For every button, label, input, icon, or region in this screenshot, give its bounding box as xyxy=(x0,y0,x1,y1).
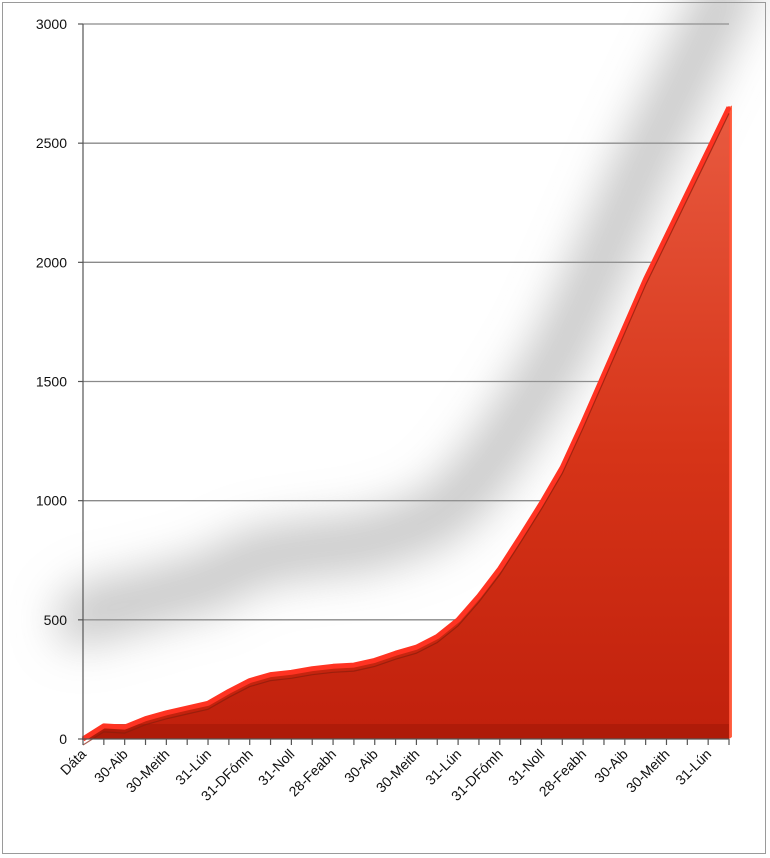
data-point xyxy=(331,665,335,668)
data-point xyxy=(373,659,376,662)
y-tick-label: 1500 xyxy=(36,374,67,390)
x-tick-label: 30-Meith xyxy=(373,746,423,796)
data-point xyxy=(206,702,210,705)
data-point xyxy=(581,420,585,424)
area-floor xyxy=(83,724,729,739)
data-point xyxy=(686,192,689,195)
y-tick-label: 1000 xyxy=(36,493,67,509)
data-point xyxy=(456,618,460,621)
data-point xyxy=(123,725,126,729)
data-point xyxy=(707,149,710,152)
data-point xyxy=(519,535,522,538)
data-point xyxy=(102,724,106,728)
data-point xyxy=(727,106,731,109)
data-point xyxy=(477,594,481,598)
data-point xyxy=(186,706,189,710)
y-tick-label: 2000 xyxy=(36,254,67,270)
data-point xyxy=(290,671,293,674)
x-tick-label: 30-Aib xyxy=(591,746,631,786)
data-point xyxy=(665,234,668,238)
series-line xyxy=(81,106,732,742)
data-point xyxy=(415,646,418,649)
data-point xyxy=(248,679,251,682)
x-tick-label: 30-Meith xyxy=(123,746,173,796)
data-point xyxy=(623,325,626,328)
data-point xyxy=(561,466,564,469)
data-point xyxy=(311,667,314,670)
y-tick-label: 2500 xyxy=(36,135,67,151)
x-tick-label: Dáta xyxy=(57,746,89,778)
data-point xyxy=(644,277,647,281)
data-point xyxy=(498,567,501,570)
data-point xyxy=(540,501,543,505)
area-shadow xyxy=(55,0,754,647)
data-point xyxy=(144,717,147,720)
x-tick-label: 31-Lún xyxy=(672,746,714,788)
y-tick-label: 500 xyxy=(44,612,68,628)
x-tick-label: 30-Aib xyxy=(341,746,381,786)
x-tick-label: 30-Meith xyxy=(623,746,673,796)
area-side-face xyxy=(729,105,732,739)
data-point xyxy=(165,711,168,714)
data-point xyxy=(227,690,231,693)
data-point xyxy=(436,635,439,638)
y-tick-label: 3000 xyxy=(36,16,67,32)
data-point xyxy=(394,652,397,655)
series-line-edge xyxy=(82,113,730,746)
data-point xyxy=(352,663,356,667)
data-point xyxy=(602,373,606,376)
series-area xyxy=(83,107,729,739)
y-tick-label: 0 xyxy=(59,731,67,747)
x-tick-label: 30-Aib xyxy=(91,746,131,786)
data-point xyxy=(269,673,272,676)
